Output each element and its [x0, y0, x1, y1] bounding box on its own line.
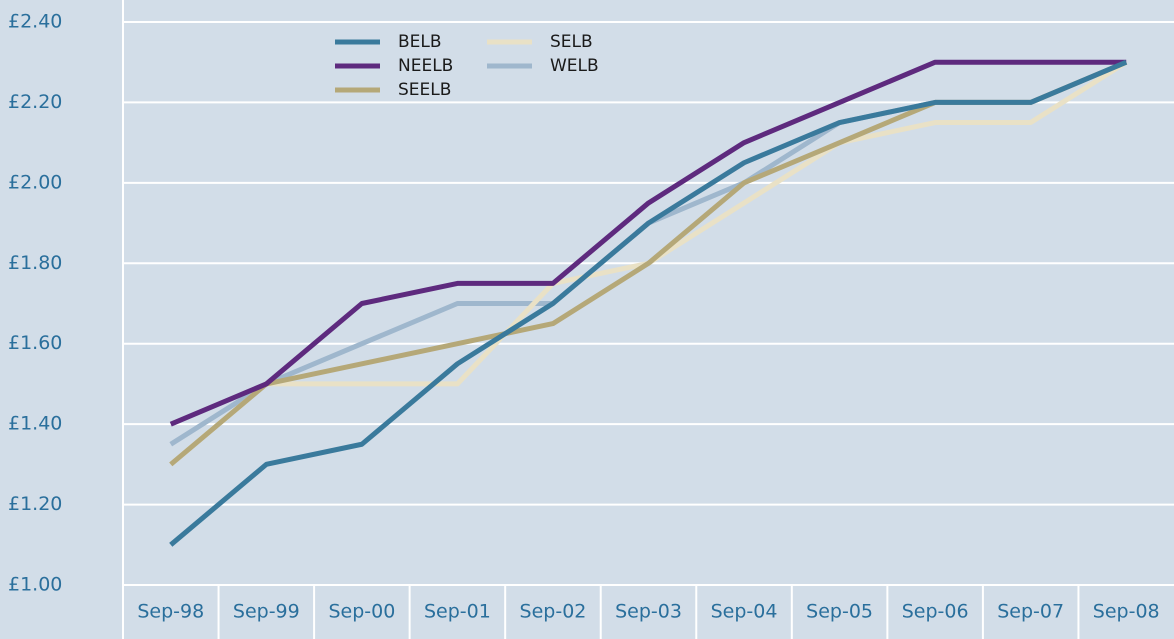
x-tick-label: Sep-02: [520, 601, 587, 623]
x-tick-label: Sep-00: [328, 601, 395, 623]
x-tick-label: Sep-08: [1093, 601, 1160, 623]
legend-label: WELB: [550, 56, 599, 76]
y-tick-label: £1.60: [8, 332, 62, 354]
legend-label: BELB: [398, 32, 442, 52]
y-tick-label: £1.00: [8, 574, 62, 596]
series-line: [169, 59, 1127, 427]
x-tick-label: Sep-04: [711, 601, 778, 623]
y-tick-label: £2.00: [8, 171, 62, 193]
legend-label: SEELB: [398, 80, 451, 100]
x-tick-label: Sep-01: [424, 601, 491, 623]
x-tick-label: Sep-05: [806, 601, 873, 623]
x-tick-label: Sep-98: [137, 601, 204, 623]
legend-label: SELB: [550, 32, 593, 52]
x-tick-label: Sep-03: [615, 601, 682, 623]
x-tick-label: Sep-99: [233, 601, 300, 623]
y-tick-label: £1.40: [8, 413, 62, 435]
x-tick-label: Sep-07: [997, 601, 1064, 623]
y-tick-label: £2.20: [8, 91, 62, 113]
x-tick-label: Sep-06: [902, 601, 969, 623]
legend-label: NEELB: [398, 56, 453, 76]
series-line: [169, 59, 1128, 547]
y-tick-label: £1.80: [8, 252, 62, 274]
y-tick-label: £2.40: [8, 11, 62, 33]
y-tick-label: £1.20: [8, 493, 62, 515]
